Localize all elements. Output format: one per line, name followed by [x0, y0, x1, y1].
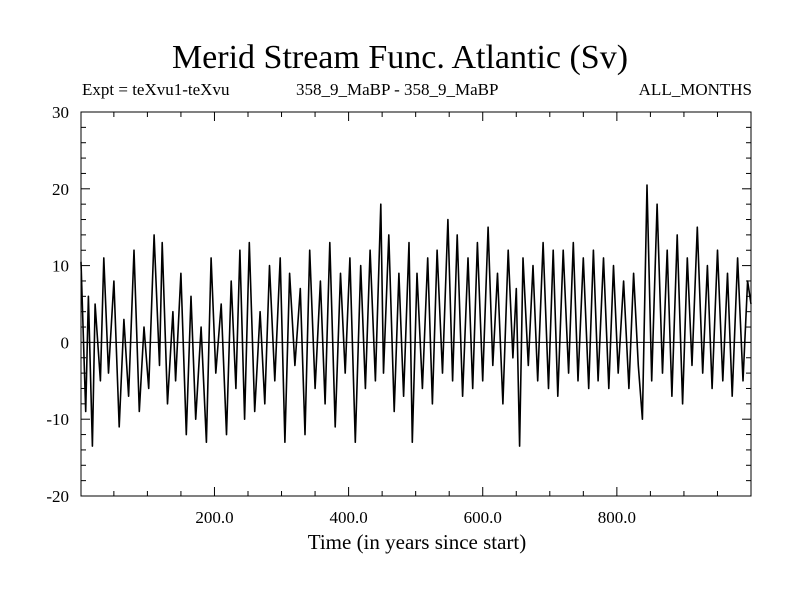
experiment-label: Expt = teXvu1-teXvu [82, 80, 230, 99]
period-label: 358_9_MaBP - 358_9_MaBP [296, 80, 499, 99]
x-tick-label: 800.0 [598, 508, 636, 527]
y-tick-label: 20 [52, 180, 69, 199]
months-label: ALL_MONTHS [638, 80, 752, 99]
y-tick-label: -20 [46, 487, 69, 506]
chart-title: Merid Stream Func. Atlantic (Sv) [171, 39, 629, 76]
x-tick-label: 600.0 [464, 508, 502, 527]
y-tick-label: 30 [52, 103, 69, 122]
x-tick-label: 200.0 [195, 508, 233, 527]
x-tick-label: 400.0 [329, 508, 367, 527]
axis-tick-labels: -20 -10 0 10 20 30 200.0 400.0 600.0 800.0 [46, 103, 636, 527]
y-tick-label: 0 [61, 333, 70, 352]
x-axis-label: Time (in years since start) [307, 530, 527, 554]
y-tick-label: -10 [46, 410, 69, 429]
y-tick-label: 10 [52, 257, 69, 276]
series-line [80, 184, 752, 447]
